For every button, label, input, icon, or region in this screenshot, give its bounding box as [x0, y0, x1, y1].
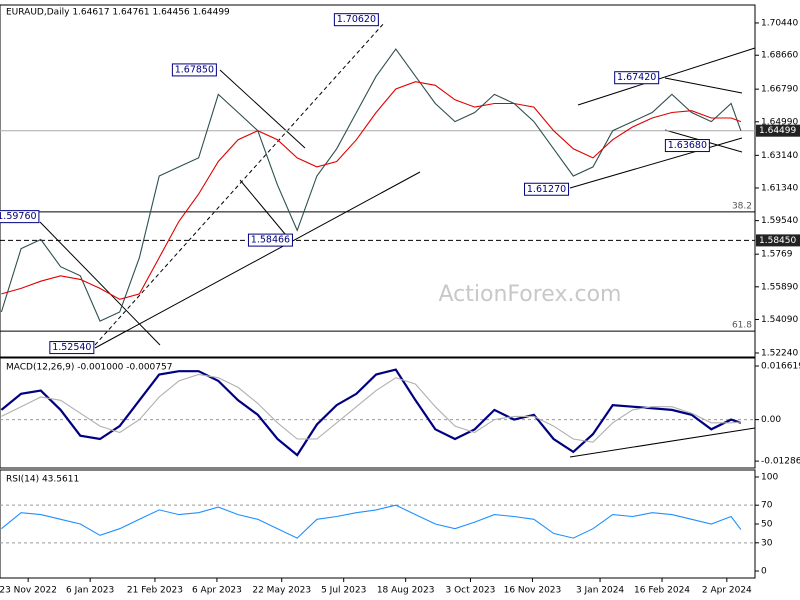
x-tick-label: 16 Nov 2023: [504, 586, 562, 596]
price-tag-box: [756, 124, 800, 137]
y-tick-label: 70: [761, 501, 773, 511]
y-tick-label: 0: [761, 567, 767, 577]
annotation-box: [0, 210, 40, 224]
annotation-label: 1.67420: [617, 72, 656, 83]
annotation-label: 1.70620: [337, 14, 376, 25]
trendline: [577, 47, 756, 106]
y-tick-label: 1.63140: [761, 151, 798, 161]
fib-label: 38.2: [732, 201, 752, 211]
annotation-label: 1.67850: [175, 64, 214, 75]
price-tag-box: [756, 234, 800, 247]
x-tick-label: 21 Feb 2023: [127, 586, 183, 596]
trendline: [94, 21, 386, 346]
series-line: [1, 373, 741, 443]
trendline: [239, 179, 291, 241]
price-panel: [0, 4, 756, 358]
x-tick-label: 5 Jul 2023: [321, 586, 366, 596]
annotation-box: [49, 341, 95, 355]
annotation-label: 1.59760: [0, 211, 37, 222]
trendline: [219, 69, 306, 149]
annotation-box: [247, 233, 293, 247]
y-tick-label: 1.64990: [761, 117, 798, 127]
y-tick-label: -0.012864: [761, 457, 800, 467]
y-tick-label: 50: [761, 520, 773, 530]
trendline: [569, 137, 743, 189]
series-line: [1, 81, 742, 300]
rsi-panel: [0, 469, 756, 579]
series-line: [0, 368, 742, 457]
annotation-box: [171, 63, 217, 77]
y-tick-label: 1.68660: [761, 51, 798, 61]
y-tick-label: 0.016619: [761, 362, 800, 372]
trendline: [664, 77, 743, 94]
price-tag: 1.58450: [759, 236, 796, 246]
series-line: [1, 504, 742, 539]
x-tick-label: 3 Jan 2024: [576, 586, 624, 596]
fib-label: 61.8: [732, 321, 752, 331]
y-tick-label: 1.66790: [761, 85, 798, 95]
annotation-label: 1.52540: [52, 342, 91, 353]
annotation-label: 1.61270: [527, 184, 566, 195]
chart-title: EURAUD,Daily 1.64617 1.64761 1.64456 1.6…: [6, 8, 230, 18]
price-tag: 1.64499: [759, 126, 796, 136]
y-tick-label: 0.00: [761, 415, 781, 425]
y-tick-label: 1.55890: [761, 282, 798, 292]
rsi-title: RSI(14) 43.5611: [6, 475, 79, 485]
trendline: [569, 427, 756, 458]
annotation-label: 1.58466: [251, 235, 290, 246]
y-tick-label: 1.70440: [761, 18, 798, 28]
series-line: [0, 48, 742, 322]
x-tick-label: 23 Nov 2022: [0, 586, 57, 596]
x-tick-label: 3 Oct 2023: [446, 586, 496, 596]
x-tick-label: 2 Apr 2024: [702, 586, 752, 596]
y-tick-label: 1.54090: [761, 315, 798, 325]
macd-panel: [0, 357, 756, 469]
annotation-box: [614, 71, 660, 85]
x-tick-label: 22 May 2023: [252, 586, 311, 596]
y-tick-label: 1.59540: [761, 216, 798, 226]
y-tick-label: 1.52240: [761, 349, 798, 359]
macd-title: MACD(12,26,9) -0.001000 -0.000757: [6, 363, 172, 373]
x-tick-label: 6 Apr 2023: [192, 586, 242, 596]
annotation-box: [524, 182, 570, 196]
annotation-label: 1.63680: [668, 140, 707, 151]
y-tick-label: 30: [761, 538, 773, 548]
trendline: [94, 171, 421, 349]
x-tick-label: 16 Feb 2024: [634, 586, 690, 596]
y-tick-label: 1.5769: [761, 250, 793, 260]
trendlines: [39, 21, 756, 458]
y-tick-label: 100: [761, 472, 778, 482]
watermark: ActionForex.com: [439, 282, 622, 307]
x-tick-label: 6 Jan 2023: [66, 586, 114, 596]
annotation-box: [333, 13, 379, 27]
x-tick-label: 18 Aug 2023: [377, 586, 435, 596]
y-tick-label: 1.61340: [761, 183, 798, 193]
annotation-box: [664, 139, 710, 153]
trendline: [39, 221, 161, 346]
